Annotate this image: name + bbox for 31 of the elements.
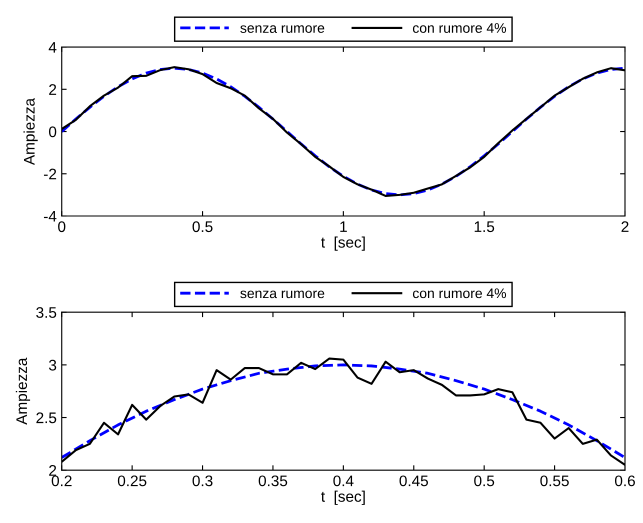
x-tick-label: 1 — [340, 221, 347, 232]
x-tick-label: 2 — [622, 221, 628, 232]
legend-label: senza rumore — [240, 25, 324, 33]
x-tick-label: 0.6 — [614, 475, 635, 486]
y-tick-label: -2 — [44, 168, 56, 180]
x-tick-label: 0.25 — [118, 475, 146, 486]
y-axis-title: Ampiezza — [23, 98, 38, 166]
y-tick-label: -4 — [44, 211, 56, 222]
legend-label: senza rumore — [240, 290, 324, 298]
y-axis-title: Ampiezza — [16, 358, 30, 425]
legend-label: con rumore 4% — [412, 23, 506, 33]
legend-label: con rumore 4% — [412, 288, 506, 298]
y-tick-label: 0 — [48, 126, 56, 138]
y-tick-label: 2.5 — [36, 412, 56, 424]
x-tick-label: 0.55 — [540, 475, 569, 486]
x-tick-label: 0.5 — [474, 475, 494, 486]
y-tick-label: 4 — [48, 42, 56, 53]
x-tick-label: 0.35 — [258, 475, 288, 486]
x-tick-label: 0.45 — [400, 475, 428, 486]
y-tick-label: 2 — [49, 465, 56, 476]
x-tick-label: 0.3 — [192, 475, 212, 486]
x-tick-label: 0 — [58, 221, 66, 232]
x-axis-title: t [sec] — [321, 236, 365, 251]
x-tick-label: 1.5 — [474, 221, 494, 232]
y-tick-label: 3.5 — [36, 307, 56, 318]
y-tick-label: 3 — [48, 360, 56, 371]
x-tick-label: 0.4 — [333, 475, 354, 486]
x-tick-label: 0.2 — [52, 475, 72, 486]
x-tick-label: 0.5 — [192, 221, 213, 232]
x-axis-title: t [sec] — [321, 490, 365, 505]
y-tick-label: 2 — [49, 84, 56, 95]
